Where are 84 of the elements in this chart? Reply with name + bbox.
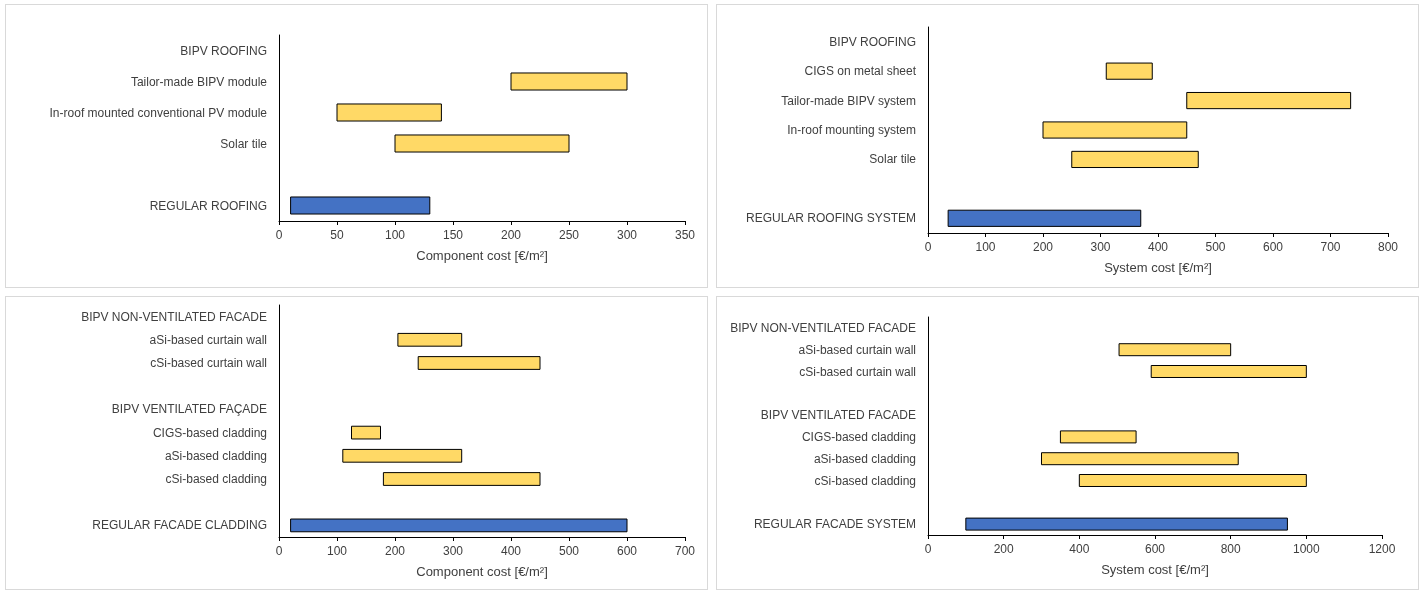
y-tick-label: REGULAR FACADE SYSTEM (753, 517, 916, 532)
bar (342, 448, 463, 463)
bar (1078, 474, 1307, 487)
x-tick-label: 1200 (1368, 542, 1396, 556)
x-tick-label: 600 (1144, 542, 1166, 556)
y-tick-label: BIPV ROOFING (829, 34, 916, 49)
bar (1186, 91, 1352, 110)
x-tick-label: 200 (993, 542, 1014, 556)
bar (1042, 121, 1188, 139)
x-tick-label: 50 (330, 228, 344, 242)
x-tick-label: 0 (924, 240, 932, 254)
bar (1071, 150, 1199, 169)
x-tick-label: 350 (674, 228, 696, 242)
y-tick-label: aSi-based curtain wall (149, 332, 267, 347)
x-tick-label: 200 (384, 544, 406, 558)
x-tick-label: 700 (674, 544, 696, 558)
x-tick-label: 800 (1220, 542, 1241, 556)
y-tick-label: REGULAR ROOFING SYSTEM (745, 211, 916, 226)
bar (382, 472, 541, 486)
y-tick-label: BIPV VENTILATED FAÇADE (111, 402, 267, 417)
y-tick-label: CIGS-based cladding (152, 425, 267, 440)
bar (417, 356, 541, 370)
x-tick-label: 600 (1262, 240, 1284, 254)
x-axis-title: Component cost [€/m²] (416, 564, 548, 579)
x-tick-label: 600 (616, 544, 638, 558)
x-tick-label: 300 (616, 228, 638, 242)
x-tick-label: 1000 (1292, 542, 1320, 556)
y-tick-label: aSi-based cladding (813, 451, 916, 466)
bar (1118, 343, 1232, 357)
bar (290, 518, 628, 533)
bar (1150, 365, 1307, 378)
x-tick-label: 500 (1205, 240, 1226, 254)
x-tick-label: 400 (500, 544, 522, 558)
y-tick-label: In-roof mounted conventional PV module (49, 105, 268, 120)
x-tick-label: 400 (1147, 240, 1169, 254)
y-tick-label: Tailor-made BIPV module (130, 74, 268, 89)
x-tick-label: 150 (442, 228, 464, 242)
bar (397, 332, 463, 347)
y-tick-label: REGULAR FACADE CLADDING (92, 518, 267, 533)
x-tick-label: 0 (275, 544, 283, 558)
y-tick-label: BIPV ROOFING (180, 43, 267, 58)
x-tick-label: 250 (558, 228, 580, 242)
y-tick-label: cSi-based curtain wall (799, 364, 916, 379)
y-tick-label: CIGS on metal sheet (804, 64, 917, 79)
y-tick-label: cSi-based cladding (165, 472, 267, 486)
x-tick-label: 200 (500, 228, 522, 242)
x-tick-label: 0 (275, 228, 283, 242)
x-tick-label: 800 (1377, 240, 1399, 254)
y-tick-label: aSi-based cladding (164, 448, 267, 463)
bar (336, 103, 442, 122)
bar (1059, 430, 1137, 444)
x-tick-label: 700 (1320, 240, 1341, 254)
x-tick-label: 400 (1069, 542, 1090, 556)
y-tick-label: aSi-based curtain wall (798, 342, 916, 357)
y-tick-label: In-roof mounting system (787, 123, 916, 137)
x-tick-label: 100 (975, 240, 996, 254)
bar (1041, 452, 1239, 466)
x-tick-label: 300 (1090, 240, 1111, 254)
x-tick-label: 100 (384, 228, 406, 242)
x-axis-title: Component cost [€/m²] (416, 248, 548, 263)
x-tick-label: 100 (326, 544, 348, 558)
bar (394, 134, 570, 153)
x-tick-label: 300 (442, 544, 464, 558)
y-tick-label: BIPV NON-VENTILATED FACADE (730, 320, 916, 335)
y-tick-label: Solar tile (220, 136, 268, 151)
x-tick-label: 0 (924, 542, 932, 556)
bar (290, 196, 431, 215)
bar (1105, 62, 1153, 80)
y-tick-label: CIGS-based cladding (801, 429, 916, 444)
y-tick-label: cSi-based curtain wall (150, 356, 267, 370)
x-tick-label: 200 (1032, 240, 1054, 254)
x-axis-title: System cost [€/m²] (1101, 562, 1209, 577)
y-tick-label: BIPV NON-VENTILATED FACADE (81, 309, 267, 324)
x-tick-label: 500 (558, 544, 580, 558)
bar (965, 517, 1288, 531)
x-axis-title: System cost [€/m²] (1104, 260, 1212, 275)
y-tick-label: BIPV VENTILATED FACADE (760, 408, 916, 423)
bar (351, 425, 381, 440)
bar (510, 72, 628, 91)
y-tick-label: REGULAR ROOFING (149, 198, 267, 213)
bar (947, 209, 1142, 227)
y-tick-label: Tailor-made BIPV system (781, 93, 916, 108)
y-tick-label: cSi-based cladding (814, 473, 916, 488)
y-tick-label: Solar tile (869, 152, 917, 167)
